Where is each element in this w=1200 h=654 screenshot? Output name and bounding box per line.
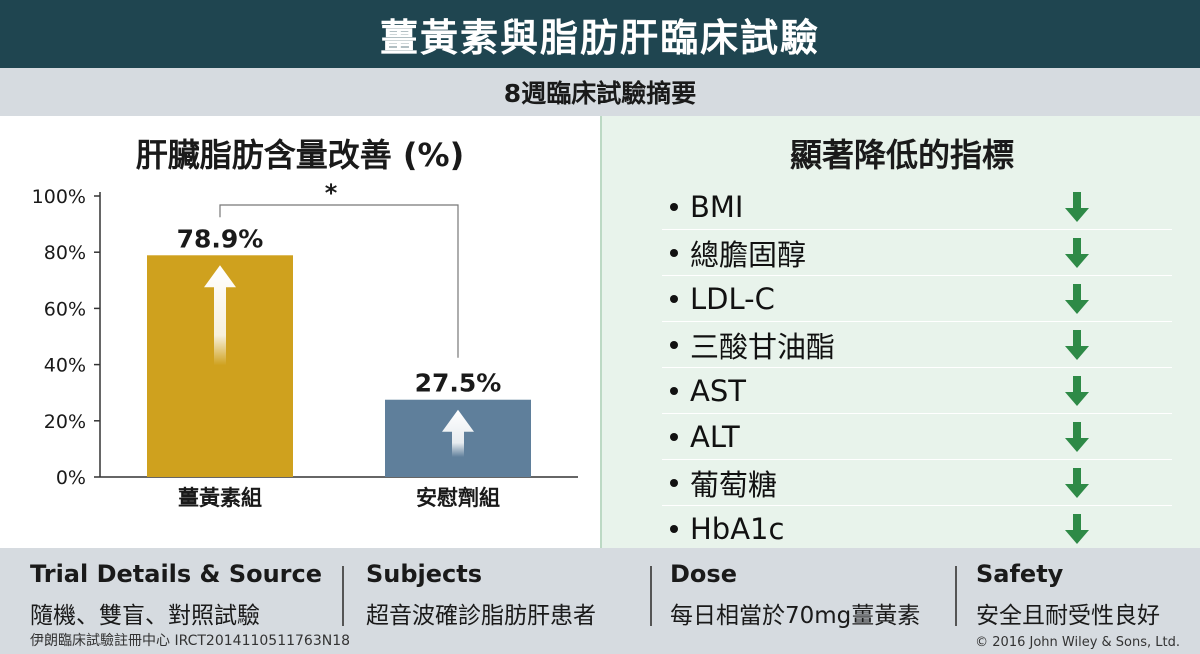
up-arrow-icon <box>442 409 474 457</box>
data-label: 78.9% <box>177 224 264 253</box>
y-tick-label: 60% <box>44 298 86 320</box>
page-subtitle: 8週臨床試驗摘要 <box>0 68 1200 116</box>
indicator-label: 葡萄糖 <box>690 467 778 502</box>
y-tick-label: 0% <box>56 467 86 489</box>
dose: Dose 每日相當於70mg薑黃素 <box>670 560 920 630</box>
y-tick-label: 80% <box>44 242 86 264</box>
y-tick-label: 40% <box>44 355 86 377</box>
y-tick-label: 100% <box>32 186 86 208</box>
trial-text: 隨機、雙盲、對照試驗 <box>30 603 260 629</box>
indicator-label: BMI <box>690 189 744 224</box>
significance-marker: * <box>325 179 338 207</box>
page-title: 薑黃素與脂肪肝臨床試驗 <box>0 0 1200 68</box>
indicators-title: 顯著降低的指標 <box>789 136 1014 174</box>
trial-heading: Trial Details & Source <box>30 560 323 588</box>
indicator-label: ALT <box>690 419 740 454</box>
copyright: © 2016 John Wiley & Sons, Ltd. <box>975 635 1180 650</box>
chart-title: 肝臟脂肪含量改善 (%) <box>135 136 465 174</box>
safety-heading: Safety <box>976 560 1064 588</box>
y-tick-label: 20% <box>44 411 86 433</box>
dose-text: 每日相當於70mg薑黃素 <box>670 603 921 629</box>
bullet-icon <box>670 524 678 533</box>
bar-chart: 0% 20% 40% 60% 80% 100% 78.9% 薑黃素組 27.5% 安慰劑組 * <box>32 179 578 510</box>
data-label: 27.5% <box>415 369 502 398</box>
green-down-arrow-icon <box>1065 238 1089 268</box>
indicator-item: HbA1c <box>662 506 1172 552</box>
safety: Safety 安全且耐受性良好 <box>976 560 1160 630</box>
info-footer: Trial Details & Source 隨機、雙盲、對照試驗 Subjec… <box>0 548 1200 654</box>
registry-note: 伊朗臨床試驗註冊中心 IRCT2014110511763N18 <box>30 633 351 649</box>
indicator-item: BMI <box>662 184 1172 230</box>
significance-bracket <box>219 204 459 358</box>
indicator-label: AST <box>690 373 746 408</box>
bullet-icon <box>670 478 678 487</box>
indicators-list: BMI 總膽固醇 LDL-C 三酸甘油酯 AST ALT 葡萄糖 HbA1c <box>662 184 1172 552</box>
indicator-label: 三酸甘油酯 <box>690 329 836 364</box>
indicator-item: 三酸甘油酯 <box>662 322 1172 368</box>
green-down-arrow-icon <box>1065 376 1089 406</box>
green-down-arrow-icon <box>1065 514 1089 544</box>
chart-panel: 肝臟脂肪含量改善 (%) 0% 20% 40% 60% 80% 100% 78.9% 薑黃素組… <box>0 116 600 548</box>
bullet-icon <box>670 386 678 395</box>
divider <box>650 566 652 626</box>
subjects-text: 超音波確診脂肪肝患者 <box>366 603 596 629</box>
divider <box>955 566 957 626</box>
indicator-label: LDL-C <box>690 281 775 316</box>
indicator-label: 總膽固醇 <box>690 237 807 272</box>
indicator-item: ALT <box>662 414 1172 460</box>
indicator-item: AST <box>662 368 1172 414</box>
bullet-icon <box>670 294 678 303</box>
subjects: Subjects 超音波確診脂肪肝患者 <box>366 560 596 630</box>
x-tick-label: 薑黃素組 <box>178 486 262 510</box>
green-down-arrow-icon <box>1065 284 1089 314</box>
bullet-icon <box>670 202 678 211</box>
bullet-icon <box>670 340 678 349</box>
dose-heading: Dose <box>670 560 737 588</box>
indicator-item: 總膽固醇 <box>662 230 1172 276</box>
green-down-arrow-icon <box>1065 330 1089 360</box>
x-tick-label: 安慰劑組 <box>416 486 500 510</box>
divider <box>342 566 344 626</box>
green-down-arrow-icon <box>1065 192 1089 222</box>
safety-text: 安全且耐受性良好 <box>976 603 1160 629</box>
trial-details: Trial Details & Source 隨機、雙盲、對照試驗 <box>30 560 322 630</box>
bullet-icon <box>670 432 678 441</box>
bullet-icon <box>670 248 678 257</box>
green-down-arrow-icon <box>1065 468 1089 498</box>
up-arrow-icon <box>204 265 236 366</box>
indicator-label: HbA1c <box>690 511 785 546</box>
indicators-panel: 顯著降低的指標 BMI 總膽固醇 LDL-C 三酸甘油酯 AST ALT 葡萄糖 HbA1c <box>600 116 1200 552</box>
green-down-arrow-icon <box>1065 422 1089 452</box>
subjects-heading: Subjects <box>366 560 483 588</box>
indicator-item: LDL-C <box>662 276 1172 322</box>
indicator-item: 葡萄糖 <box>662 460 1172 506</box>
